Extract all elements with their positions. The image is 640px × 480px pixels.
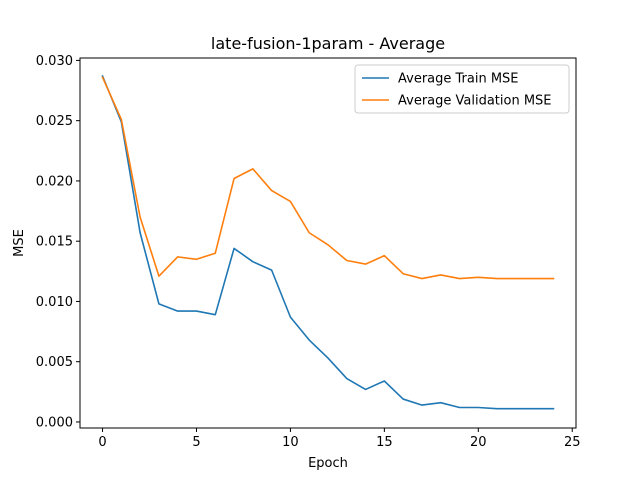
y-tick-label: 0.015: [36, 235, 73, 250]
y-tick-label: 0.030: [36, 54, 73, 69]
x-tick-label: 20: [470, 435, 487, 450]
y-tick-label: 0.000: [36, 415, 73, 430]
chart-title: late-fusion-1param - Average: [211, 34, 445, 53]
x-tick-label: 0: [98, 435, 106, 450]
x-axis-ticks: 0 5 10 15 20 25: [98, 428, 581, 450]
y-axis-label: MSE: [12, 229, 27, 257]
series-line-1: [101, 76, 555, 280]
y-axis-ticks: 0.000 0.005 0.010 0.015 0.020 0.025 0.030: [36, 54, 80, 430]
x-axis-label: Epoch: [308, 456, 348, 471]
y-tick-label: 0.020: [36, 174, 73, 189]
x-tick-label: 25: [564, 435, 581, 450]
x-tick-label: 10: [282, 435, 299, 450]
x-tick-label: 15: [376, 435, 393, 450]
legend: Average Train MSE Average Validation MSE: [354, 64, 570, 114]
plot-area-frame: [79, 57, 577, 429]
legend-box: [354, 64, 570, 114]
series-lines: [101, 75, 555, 410]
y-tick-label: 0.010: [36, 295, 73, 310]
y-tick-label: 0.025: [36, 114, 73, 129]
legend-entry-label: Average Validation MSE: [398, 94, 552, 109]
legend-entry-label: Average Train MSE: [398, 72, 519, 87]
y-tick-label: 0.005: [36, 355, 73, 370]
series-line-0: [101, 75, 555, 410]
x-tick-label: 5: [192, 435, 200, 450]
